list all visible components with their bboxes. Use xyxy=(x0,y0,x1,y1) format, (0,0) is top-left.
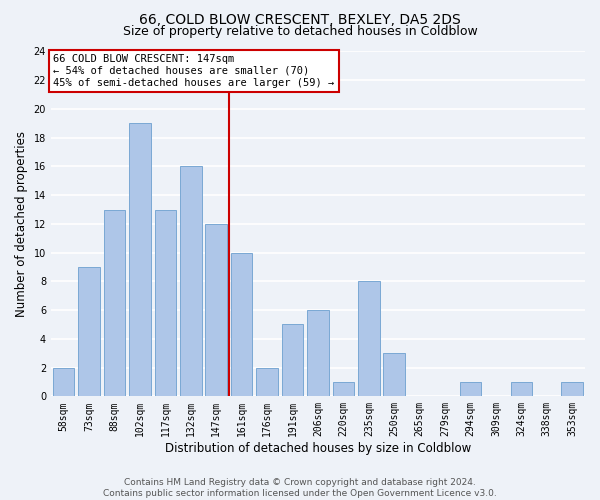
Bar xyxy=(358,282,380,397)
Bar xyxy=(155,210,176,396)
Text: Size of property relative to detached houses in Coldblow: Size of property relative to detached ho… xyxy=(122,25,478,38)
Bar xyxy=(332,382,354,396)
Bar xyxy=(256,368,278,396)
Bar xyxy=(383,353,405,397)
Text: 66 COLD BLOW CRESCENT: 147sqm
← 54% of detached houses are smaller (70)
45% of s: 66 COLD BLOW CRESCENT: 147sqm ← 54% of d… xyxy=(53,54,335,88)
Bar xyxy=(460,382,481,396)
Bar xyxy=(104,210,125,396)
Bar xyxy=(78,267,100,396)
Bar xyxy=(180,166,202,396)
Bar xyxy=(282,324,304,396)
Bar xyxy=(129,124,151,396)
Y-axis label: Number of detached properties: Number of detached properties xyxy=(15,131,28,317)
Text: 66, COLD BLOW CRESCENT, BEXLEY, DA5 2DS: 66, COLD BLOW CRESCENT, BEXLEY, DA5 2DS xyxy=(139,12,461,26)
Bar xyxy=(231,252,253,396)
X-axis label: Distribution of detached houses by size in Coldblow: Distribution of detached houses by size … xyxy=(165,442,471,455)
Bar xyxy=(562,382,583,396)
Bar xyxy=(205,224,227,396)
Bar xyxy=(307,310,329,396)
Text: Contains HM Land Registry data © Crown copyright and database right 2024.
Contai: Contains HM Land Registry data © Crown c… xyxy=(103,478,497,498)
Bar xyxy=(53,368,74,396)
Bar xyxy=(511,382,532,396)
